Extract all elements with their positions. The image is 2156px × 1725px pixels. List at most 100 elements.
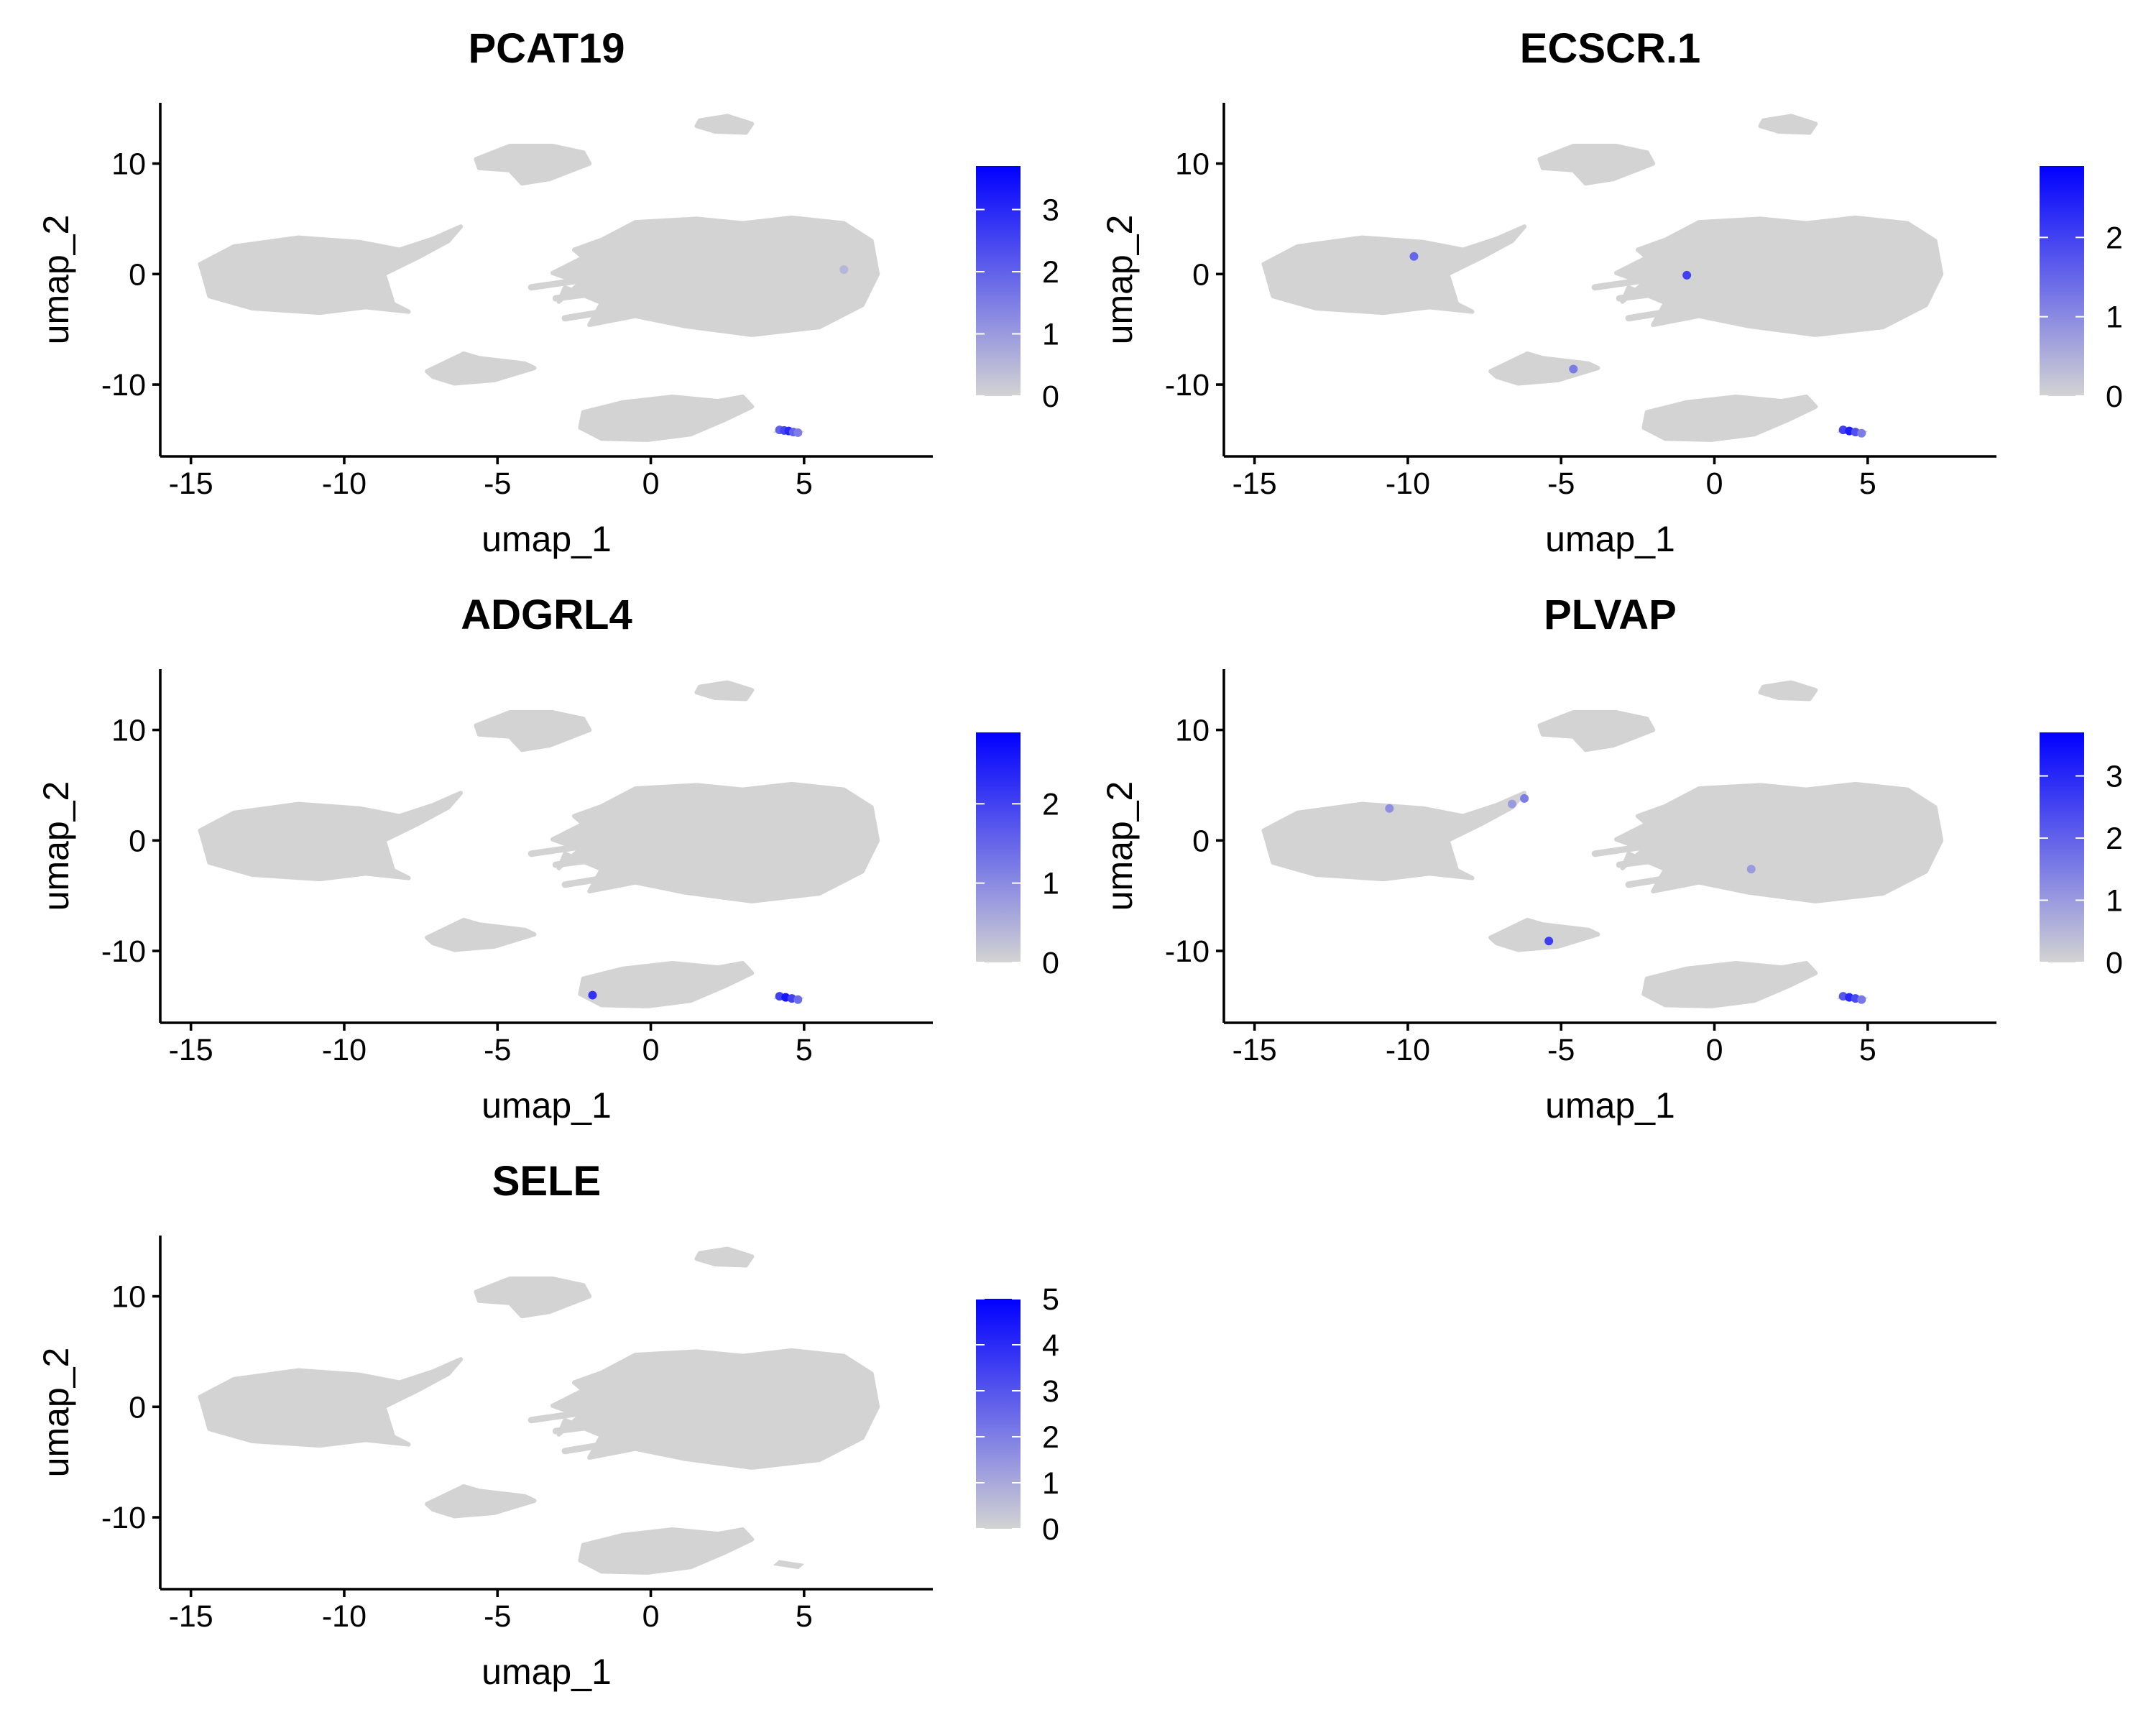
x-axis-title: umap_1 <box>482 519 612 559</box>
colorbar-tick-label: 3 <box>2106 760 2123 794</box>
colorbar-gradient <box>2040 166 2084 396</box>
x-tick-label: 5 <box>1859 1033 1876 1067</box>
colorbar-gradient <box>2040 732 2084 962</box>
x-tick-label: -15 <box>169 1033 213 1067</box>
colorbar-gradient <box>976 732 1021 962</box>
cell-cluster-6 <box>1641 395 1818 442</box>
colorbar-tick-label: 1 <box>1042 1466 1059 1501</box>
cell-cluster-1 <box>1261 224 1527 316</box>
cell-cluster-3 <box>694 680 755 702</box>
cell-cluster-3 <box>694 114 755 135</box>
y-tick-label: 10 <box>111 1280 146 1315</box>
x-axis-title: umap_1 <box>1545 1085 1675 1126</box>
colorbar-tick-label: 3 <box>1042 1374 1059 1409</box>
x-tick-label: -10 <box>322 1033 367 1067</box>
expressing-cell-point <box>1520 794 1529 803</box>
colorbar-tick-label: 2 <box>1042 1420 1059 1455</box>
colorbar-tick-label: 1 <box>2106 300 2123 335</box>
expressing-cell-point <box>793 995 803 1004</box>
colorbar-tick-label: 2 <box>1042 255 1059 290</box>
panel-title: SELE <box>492 1158 602 1205</box>
y-tick-label: -10 <box>101 934 146 969</box>
cell-cluster-4 <box>550 1348 880 1470</box>
y-axis-title: umap_2 <box>1100 215 1140 345</box>
expressing-cell-point <box>1385 804 1394 813</box>
cell-cluster-6 <box>578 1527 755 1575</box>
x-tick-label: -10 <box>322 1599 367 1634</box>
cell-cluster-1 <box>198 791 464 882</box>
cell-cluster-2 <box>1537 710 1656 753</box>
cell-clusters <box>198 114 880 442</box>
cell-cluster-6 <box>578 961 755 1008</box>
cell-cluster-1 <box>1261 791 1527 882</box>
x-tick-label: -10 <box>322 466 367 501</box>
colorbar-tick-label: 5 <box>1042 1282 1059 1317</box>
y-axis-title: umap_2 <box>1100 781 1140 911</box>
expressing-cell-point <box>1746 865 1756 874</box>
y-tick-label: -10 <box>101 1501 146 1535</box>
colorbar-tick-label: 4 <box>1042 1328 1059 1363</box>
x-tick-label: -5 <box>484 1599 511 1634</box>
panel-title: PLVAP <box>1544 592 1677 638</box>
cell-clusters <box>198 680 880 1008</box>
y-tick-label: 0 <box>1192 257 1210 292</box>
cell-cluster-5 <box>1488 918 1600 952</box>
x-tick-label: 0 <box>642 466 660 501</box>
x-tick-label: 0 <box>1706 466 1723 501</box>
expressing-cell-point <box>1682 270 1692 280</box>
colorbar-tick-label: 2 <box>2106 822 2123 856</box>
cell-strand-3 <box>1625 297 1697 322</box>
cell-strand-1 <box>528 834 614 857</box>
x-tick-label: -15 <box>1233 1033 1277 1067</box>
expressing-cell-point <box>1569 364 1578 374</box>
x-tick-label: -5 <box>1547 1033 1575 1067</box>
panel-title: ECSCR.1 <box>1520 25 1700 72</box>
expressing-cell-point <box>1544 937 1554 946</box>
cell-cluster-6 <box>578 395 755 442</box>
cell-cluster-2 <box>474 144 592 186</box>
expressing-cell-point <box>839 265 849 275</box>
cell-cluster-5 <box>425 351 537 386</box>
colorbar-tick-label: 0 <box>1042 946 1059 980</box>
y-tick-label: 10 <box>1175 714 1210 748</box>
feature-plot-adgrl4: ADGRL4 -15 -10 -5 0 5 -10 0 10 umap_1 umap_2 0 1 2 <box>36 592 1059 1126</box>
cell-strand-3 <box>561 863 633 888</box>
cell-cluster-2 <box>1537 144 1656 186</box>
y-axis-title: umap_2 <box>36 215 76 345</box>
x-tick-label: -10 <box>1386 1033 1430 1067</box>
y-tick-label: 0 <box>1192 824 1210 858</box>
y-tick-label: -10 <box>1165 368 1210 402</box>
cell-strand-3 <box>561 297 633 322</box>
feature-plot-ecscr-1: ECSCR.1 -15 -10 -5 0 5 -10 0 10 umap_1 umap_2 0 1 2 <box>1100 25 2123 559</box>
expressing-cell-point <box>1507 799 1516 809</box>
colorbar-tick-label: 0 <box>1042 380 1059 414</box>
y-tick-label: 0 <box>129 824 146 858</box>
colorbar-legend: 0 1 2 <box>976 732 1059 980</box>
x-tick-label: 0 <box>642 1599 660 1634</box>
cell-strand-2 <box>552 280 627 302</box>
colorbar-tick-label: 0 <box>2106 946 2123 980</box>
panel-title: PCAT19 <box>468 25 625 72</box>
x-tick-label: -15 <box>169 1599 213 1634</box>
x-tick-label: 5 <box>1859 466 1876 501</box>
colorbar-legend: 0 1 2 3 <box>976 166 1059 414</box>
x-axis-title: umap_1 <box>1545 519 1675 559</box>
x-tick-label: -5 <box>484 1033 511 1067</box>
x-tick-label: 5 <box>796 1033 813 1067</box>
colorbar-legend: 0 1 2 <box>2040 166 2123 414</box>
cell-strand-2 <box>552 1412 627 1435</box>
y-tick-label: 10 <box>111 147 146 182</box>
expressing-cell-point <box>588 990 597 1000</box>
cell-clusters <box>1261 680 1944 1008</box>
colorbar-tick-label: 0 <box>2106 380 2123 414</box>
x-tick-label: -10 <box>1386 466 1430 501</box>
colorbar-tick-label: 0 <box>1042 1512 1059 1547</box>
expressing-cell-point <box>1857 995 1866 1004</box>
x-axis-title: umap_1 <box>482 1652 612 1692</box>
cell-strand-1 <box>1591 268 1678 291</box>
cell-strand-2 <box>552 846 627 868</box>
expressing-cell-point <box>793 428 803 437</box>
x-tick-label: 5 <box>796 466 813 501</box>
cell-clusters <box>1261 114 1944 442</box>
